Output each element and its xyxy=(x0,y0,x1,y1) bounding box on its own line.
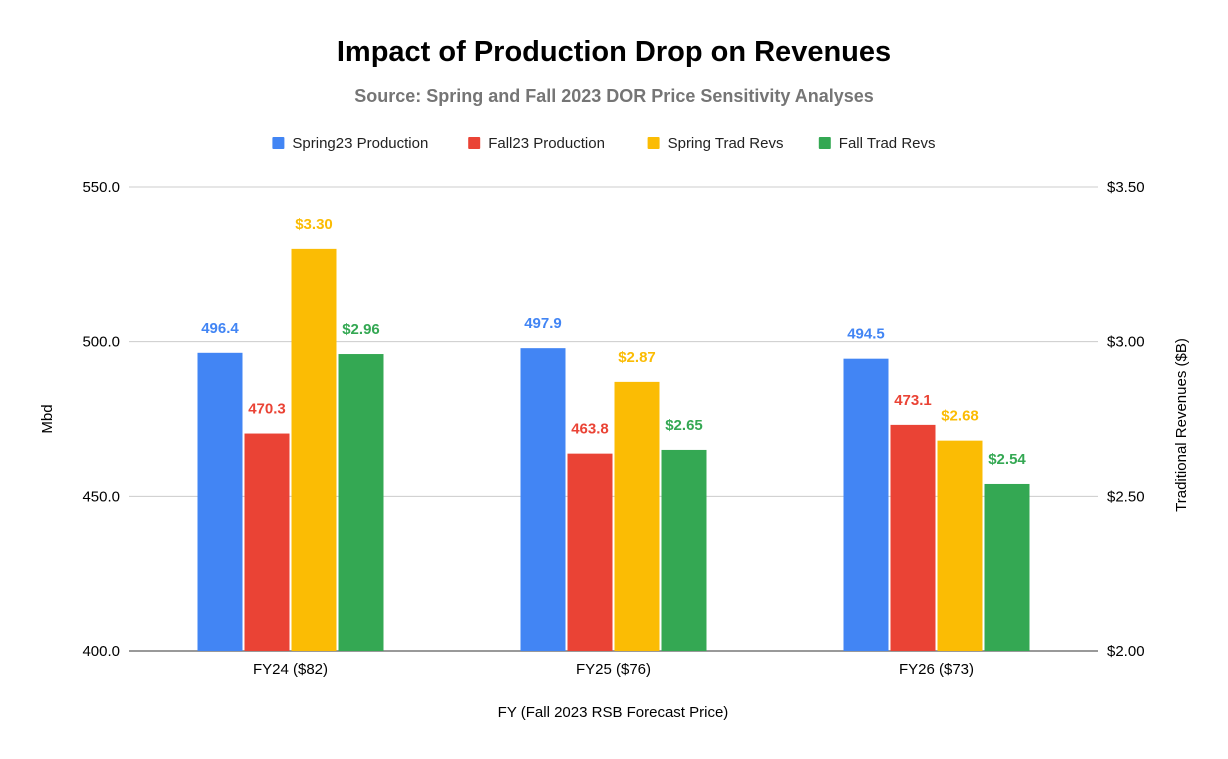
legend-swatch xyxy=(272,137,285,149)
bar-spring23-production xyxy=(197,352,243,651)
y-right-axis-title: Traditional Revenues ($B) xyxy=(1173,338,1190,512)
x-tick-label: FY26 ($73) xyxy=(899,661,974,678)
bar-fall23-production xyxy=(567,453,613,651)
data-label: $2.54 xyxy=(988,451,1026,468)
y-right-tick-label: $2.00 xyxy=(1107,643,1145,660)
bar-spring23-production xyxy=(520,348,566,651)
data-label: 470.3 xyxy=(248,401,286,418)
data-label: $3.30 xyxy=(295,216,333,233)
data-label: 463.8 xyxy=(571,421,609,438)
x-tick-label: FY24 ($82) xyxy=(253,661,328,678)
bar-fall23-production xyxy=(890,424,936,651)
y-left-tick-label: 500.0 xyxy=(82,334,120,351)
legend-swatch xyxy=(468,137,481,149)
bar-spring23-production xyxy=(843,358,889,651)
bar-spring-trad-revs xyxy=(937,440,983,651)
legend-swatch xyxy=(818,137,831,149)
bar-spring-trad-revs xyxy=(614,381,660,651)
chart-title: Impact of Production Drop on Revenues xyxy=(336,36,892,68)
bar-spring-trad-revs xyxy=(291,248,337,651)
x-tick-label: FY25 ($76) xyxy=(576,661,651,678)
legend-label: Fall23 Production xyxy=(488,135,605,152)
x-axis-title: FY (Fall 2023 RSB Forecast Price) xyxy=(498,704,729,721)
bar-fall23-production xyxy=(244,433,290,651)
y-right-tick-label: $3.00 xyxy=(1107,334,1145,351)
y-left-axis-title: Mbd xyxy=(39,404,56,433)
data-label: $2.87 xyxy=(618,349,656,366)
data-label: 496.4 xyxy=(201,320,239,337)
y-right-tick-label: $2.50 xyxy=(1107,488,1145,505)
legend-label: Spring23 Production xyxy=(292,135,428,152)
y-right-tick-label: $3.50 xyxy=(1107,179,1145,196)
data-label: $2.68 xyxy=(941,408,979,425)
data-label: $2.65 xyxy=(665,417,703,434)
data-label: 497.9 xyxy=(524,315,562,332)
data-label: 494.5 xyxy=(847,326,885,343)
y-left-tick-label: 450.0 xyxy=(82,488,120,505)
data-label: $2.96 xyxy=(342,321,380,338)
bar-fall-trad-revs xyxy=(338,354,384,651)
data-label: 473.1 xyxy=(894,392,932,409)
y-left-tick-label: 400.0 xyxy=(82,643,120,660)
chart-subtitle: Source: Spring and Fall 2023 DOR Price S… xyxy=(354,86,874,106)
bar-fall-trad-revs xyxy=(984,483,1030,651)
legend-label: Spring Trad Revs xyxy=(668,135,784,152)
legend-swatch xyxy=(647,137,660,149)
legend-label: Fall Trad Revs xyxy=(839,135,936,152)
bar-fall-trad-revs xyxy=(661,449,707,651)
y-left-tick-label: 550.0 xyxy=(82,179,120,196)
